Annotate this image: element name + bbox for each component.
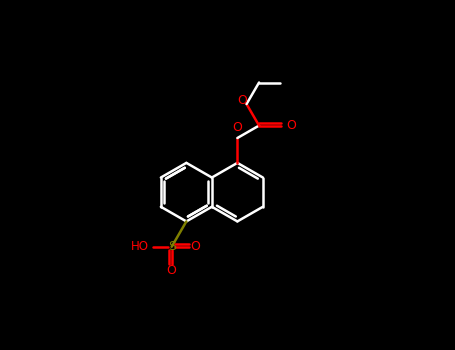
Text: O: O bbox=[233, 121, 243, 134]
Text: S: S bbox=[167, 240, 176, 253]
Text: O: O bbox=[167, 264, 177, 277]
Text: O: O bbox=[238, 94, 248, 107]
Text: HO: HO bbox=[131, 240, 149, 253]
Text: O: O bbox=[286, 119, 296, 132]
Text: O: O bbox=[191, 240, 200, 253]
